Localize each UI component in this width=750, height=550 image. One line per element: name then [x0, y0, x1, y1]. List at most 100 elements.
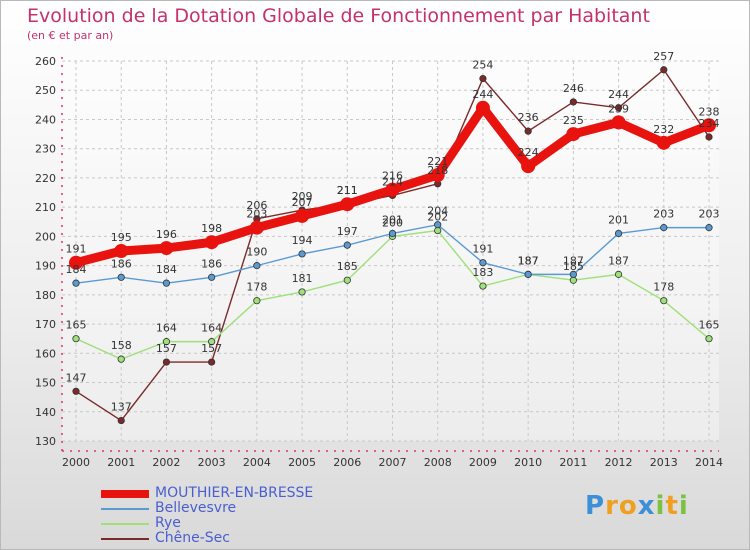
- y-tick-label: 150: [35, 377, 56, 390]
- data-label-bellevesvre: 190: [246, 246, 267, 259]
- data-point-bellevesvre: [72, 279, 80, 287]
- data-point-bellevesvre: [117, 273, 125, 281]
- data-label-mouthier: 239: [608, 102, 629, 115]
- x-tick-label: 2004: [243, 456, 271, 469]
- x-tick-label: 2001: [107, 456, 135, 469]
- data-point-mouthier: [430, 168, 445, 182]
- data-point-bellevesvre: [614, 229, 623, 238]
- data-label-bellevesvre: 203: [699, 208, 720, 221]
- y-tick-label: 220: [35, 172, 56, 185]
- data-label-chene-sec: 211: [337, 184, 358, 197]
- data-label-mouthier: 224: [518, 146, 539, 159]
- data-label-rye: 158: [111, 339, 132, 352]
- data-point-mouthier: [656, 135, 671, 150]
- y-tick-label: 230: [35, 143, 56, 156]
- data-point-chene-sec: [705, 133, 713, 141]
- x-tick-label: 2012: [605, 456, 633, 469]
- data-label-chene-sec: 218: [427, 164, 448, 177]
- data-point-rye: [208, 338, 216, 346]
- data-label-mouthier: 221: [427, 155, 448, 168]
- x-tick-label: 2005: [288, 456, 316, 469]
- data-label-mouthier: 207: [292, 196, 313, 209]
- legend-label-rye: Rye: [155, 515, 181, 531]
- x-tick-label: 2009: [469, 456, 497, 469]
- data-label-mouthier: 198: [201, 222, 222, 235]
- data-point-chene-sec: [72, 387, 80, 395]
- data-label-chene-sec: 244: [608, 88, 629, 101]
- x-tick-label: 2013: [650, 456, 678, 469]
- data-point-bellevesvre: [434, 221, 442, 229]
- data-point-rye: [614, 270, 623, 278]
- data-label-rye: 165: [699, 319, 720, 332]
- legend-swatch-chene-sec: [101, 537, 149, 540]
- x-tick-label: 2011: [559, 456, 587, 469]
- data-label-mouthier: 238: [699, 105, 720, 118]
- data-point-chene-sec: [614, 104, 623, 112]
- y-tick-label: 210: [35, 201, 56, 214]
- x-tick-label: 2006: [333, 456, 361, 469]
- data-label-chene-sec: 214: [382, 175, 403, 188]
- data-label-rye: 187: [608, 254, 629, 267]
- data-label-bellevesvre: 187: [563, 254, 584, 267]
- data-point-mouthier: [702, 118, 716, 133]
- data-point-mouthier: [611, 115, 626, 130]
- chart-subtitle: (en € et par an): [27, 29, 114, 42]
- data-point-bellevesvre: [162, 279, 171, 287]
- data-point-rye: [660, 297, 668, 305]
- data-point-chene-sec: [162, 358, 171, 366]
- logo-letter-r: r: [605, 491, 619, 521]
- data-point-bellevesvre: [524, 270, 532, 278]
- proxiti-logo: Proxiti: [585, 491, 689, 521]
- logo-letter-x: x: [637, 491, 656, 521]
- data-label-rye: 183: [472, 266, 493, 279]
- y-tick-label: 130: [35, 435, 56, 448]
- data-point-rye: [253, 297, 261, 305]
- data-label-rye: 202: [427, 211, 448, 224]
- data-point-chene-sec: [524, 127, 532, 135]
- data-point-bellevesvre: [479, 259, 487, 267]
- data-point-chene-sec: [569, 98, 577, 106]
- data-label-mouthier: 216: [382, 170, 403, 183]
- data-point-mouthier: [204, 235, 219, 250]
- data-label-chene-sec: 157: [201, 342, 222, 355]
- y-tick-label: 200: [35, 230, 56, 243]
- legend-swatch-rye: [101, 522, 149, 525]
- data-label-chene-sec: 257: [653, 50, 674, 63]
- y-tick-label: 140: [35, 406, 56, 419]
- data-label-bellevesvre: 197: [337, 225, 358, 238]
- data-label-chene-sec: 147: [66, 371, 87, 384]
- data-label-rye: 178: [653, 281, 674, 294]
- data-point-bellevesvre: [343, 241, 351, 249]
- data-label-rye: 164: [156, 322, 177, 335]
- legend-item-bellevesvre: Bellevesvre: [101, 501, 401, 516]
- data-point-mouthier: [69, 255, 83, 270]
- data-label-mouthier: 203: [246, 208, 267, 221]
- legend-swatch-bellevesvre: [101, 507, 149, 510]
- data-label-rye: 178: [246, 281, 267, 294]
- data-label-bellevesvre: 184: [156, 263, 177, 276]
- data-label-rye: 200: [382, 216, 403, 229]
- data-point-chene-sec: [479, 74, 487, 83]
- data-label-mouthier: 191: [66, 243, 87, 256]
- data-label-chene-sec: 206: [246, 199, 267, 212]
- data-label-chene-sec: 254: [472, 59, 493, 72]
- data-label-rye: 185: [337, 260, 358, 273]
- chart-title: Evolution de la Dotation Globale de Fonc…: [27, 5, 650, 27]
- data-label-chene-sec: 157: [156, 342, 177, 355]
- data-label-chene-sec: 236: [518, 111, 539, 124]
- y-tick-label: 190: [35, 260, 56, 273]
- logo-letter-t: t: [665, 491, 679, 521]
- data-point-bellevesvre: [208, 273, 216, 281]
- logo-letter-p: P: [585, 491, 606, 521]
- data-label-mouthier: 195: [111, 231, 132, 244]
- data-label-bellevesvre: 187: [518, 254, 539, 267]
- data-point-rye: [72, 335, 80, 343]
- data-point-chene-sec: [117, 416, 125, 425]
- y-tick-label: 160: [35, 347, 56, 360]
- data-point-rye: [479, 282, 487, 290]
- y-tick-label: 170: [35, 318, 56, 331]
- x-tick-label: 2007: [379, 456, 407, 469]
- data-point-rye: [298, 288, 306, 296]
- data-label-mouthier: 235: [563, 114, 584, 127]
- data-point-chene-sec: [208, 358, 216, 366]
